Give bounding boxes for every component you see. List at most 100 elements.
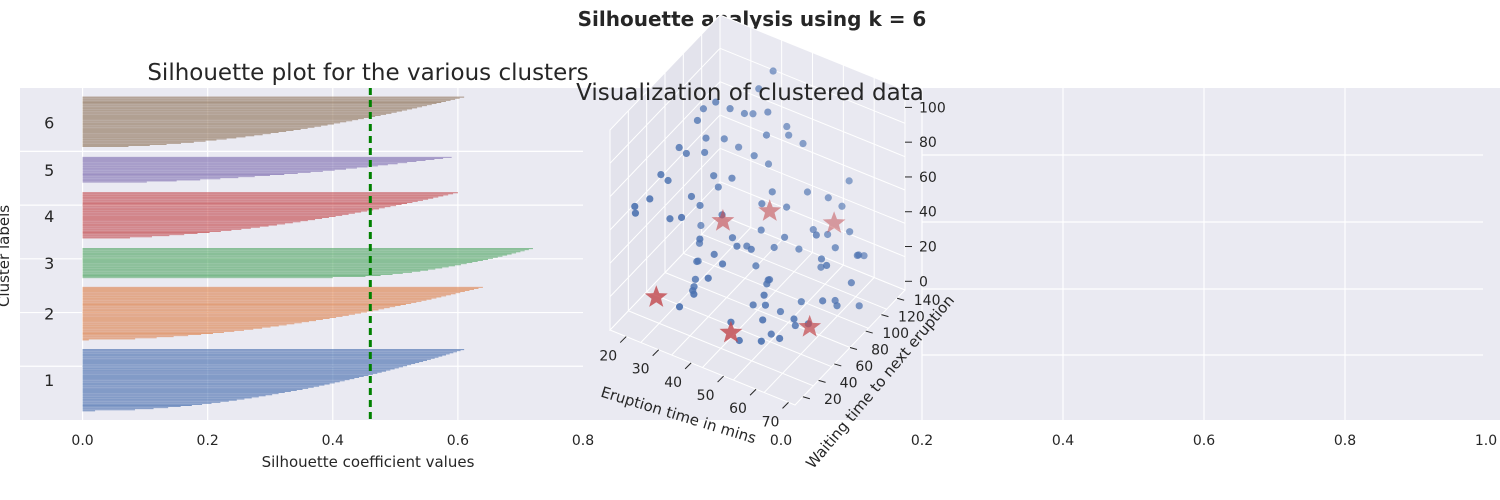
scatter3d-points xyxy=(631,67,868,345)
scatter3d-point xyxy=(853,251,861,260)
scatter3d-point xyxy=(704,274,712,282)
silhouette-x-tick-label: 0.2 xyxy=(197,433,219,449)
scatter3d-point xyxy=(776,307,785,316)
silhouette-cluster-label: 5 xyxy=(44,161,54,180)
scatter3d-pane-grid-line xyxy=(609,47,906,164)
scatter3d-centroid-star xyxy=(644,285,668,307)
silhouette-cluster-label: 1 xyxy=(44,371,54,390)
scatter3d-point xyxy=(860,252,868,260)
scatter3d-point xyxy=(764,108,772,116)
scatter3d-point xyxy=(657,171,665,179)
scatter3d-point xyxy=(776,334,784,343)
scatter3d-point xyxy=(760,291,768,299)
scatter3d-point xyxy=(838,202,846,210)
scatter3d-point xyxy=(697,221,705,230)
scatter3d-y-tick-label: 60 xyxy=(855,359,873,375)
scatter3d-plot: 2030405060702040608010012014002040608010… xyxy=(576,13,958,472)
silhouette-x-ticks: 0.0 0.2 0.4 0.6 0.8 xyxy=(71,433,594,449)
scatter3d-point xyxy=(691,275,700,283)
scatter3d-background-grid xyxy=(921,88,1483,420)
silhouette-cluster-3 xyxy=(82,248,533,279)
scatter3d-point xyxy=(735,143,743,151)
scatter3d-y-tick-mark xyxy=(881,314,889,318)
scatter3d-point xyxy=(783,122,791,131)
silhouette-cluster-label: 4 xyxy=(44,207,54,226)
scatter3d-centroid-star xyxy=(798,314,822,337)
scatter3d-z-tick-label: 40 xyxy=(919,205,937,221)
scatter3d-point xyxy=(702,134,710,142)
scatter3d-point xyxy=(785,131,793,139)
silhouette-cluster-label: 3 xyxy=(44,254,54,273)
scatter3d-centroid-star xyxy=(822,211,846,233)
scatter3d-point xyxy=(812,231,820,239)
scatter3d-point xyxy=(845,177,853,185)
scatter3d-point xyxy=(817,255,826,263)
scatter3d-point xyxy=(831,244,839,252)
scatter3d-point xyxy=(718,260,727,268)
scatter3d-point xyxy=(757,337,765,345)
scatter3d-point xyxy=(855,302,863,310)
scatter3d-y-tick-label: 100 xyxy=(882,326,909,342)
scatter3d-ticks: 2030405060702040608010012014002040608010… xyxy=(599,100,945,430)
scatter3d-point xyxy=(795,245,803,253)
silhouette-cluster-label: 2 xyxy=(44,305,54,324)
scatter3d-centroids xyxy=(644,199,846,343)
scatter3d-point xyxy=(646,195,654,203)
silhouette-cluster-6 xyxy=(82,96,465,148)
scatter3d-point xyxy=(762,131,771,139)
scatter3d-point xyxy=(749,301,757,309)
scatter3d-point xyxy=(824,230,832,239)
scatter3d-x-tick-mark xyxy=(717,375,724,383)
scatter3d-y-tick-label: 80 xyxy=(871,343,889,359)
scatter3d-point xyxy=(817,263,825,271)
scatter3d-overlay-x-tick-label: 0.6 xyxy=(1193,433,1215,449)
scatter3d-overlay-x-ticks: 0.0 0.2 0.4 0.6 0.8 1.0 xyxy=(770,433,1497,449)
silhouette-bars xyxy=(82,96,533,412)
scatter3d-z-tick-label: 100 xyxy=(919,100,946,116)
scatter3d-point xyxy=(693,116,702,125)
silhouette-plot: 1 2 3 4 5 6 0.0 0.2 0.4 0.6 0.8 Silhouette plot f… xyxy=(0,60,594,471)
scatter3d-point xyxy=(675,303,684,311)
scatter3d-y-tick-label: 40 xyxy=(840,375,858,391)
scatter3d-point xyxy=(677,213,686,222)
scatter3d-point xyxy=(759,316,767,324)
scatter3d-point xyxy=(791,321,799,330)
scatter3d-z-tick-label: 60 xyxy=(919,170,937,186)
scatter3d-point xyxy=(831,296,839,305)
scatter3d-point xyxy=(769,67,777,75)
scatter3d-point xyxy=(701,148,709,157)
scatter3d-y-tick-mark xyxy=(818,379,826,383)
scatter3d-point xyxy=(726,105,734,113)
scatter3d-x-tick-label: 40 xyxy=(664,375,682,391)
scatter3d-point xyxy=(757,226,765,234)
silhouette-cluster-4 xyxy=(82,192,458,239)
scatter3d-pane-grid-line xyxy=(701,34,887,310)
scatter3d-point xyxy=(770,243,778,252)
scatter3d-point xyxy=(696,201,704,210)
scatter3d-point xyxy=(809,226,817,234)
scatter3d-y-tick-mark xyxy=(865,330,873,334)
scatter3d-point xyxy=(710,172,718,180)
scatter3d-point xyxy=(687,192,696,201)
scatter3d-overlay-x-tick-label: 0.8 xyxy=(1334,433,1356,449)
silhouette-cluster-5 xyxy=(82,156,452,183)
scatter3d-y-tick-label: 120 xyxy=(898,310,925,326)
scatter3d-point xyxy=(733,242,741,250)
scatter3d-point xyxy=(666,215,674,223)
scatter3d-point xyxy=(714,183,722,191)
scatter3d-point xyxy=(790,315,798,323)
scatter3d-overlay-x-tick-label: 0.2 xyxy=(911,433,933,449)
scatter3d-x-tick-label: 30 xyxy=(632,362,650,378)
scatter3d-point xyxy=(758,200,766,208)
scatter3d-point xyxy=(682,149,690,158)
scatter3d-point xyxy=(740,109,749,118)
silhouette-cluster-2 xyxy=(82,286,483,341)
scatter3d-y-tick-label: 20 xyxy=(824,392,842,408)
scatter3d-pane-grid-line xyxy=(609,81,906,198)
scatter3d-x-tick-mark xyxy=(684,362,692,370)
scatter3d-point xyxy=(743,242,751,250)
scatter3d-x-tick-mark xyxy=(652,349,660,357)
scatter3d-x-tick-label: 20 xyxy=(599,349,617,365)
silhouette-x-tick-label: 0.4 xyxy=(322,433,344,449)
